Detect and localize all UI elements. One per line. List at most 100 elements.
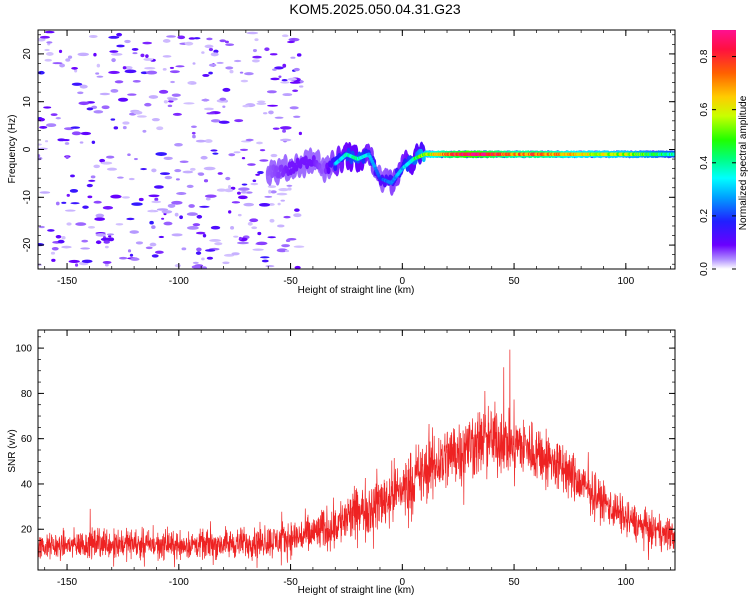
spectrogram-cell bbox=[222, 105, 226, 108]
colorbar-tick-label: 0.6 bbox=[699, 102, 710, 116]
spectrogram-cell bbox=[110, 118, 116, 121]
spectrogram-cell bbox=[127, 93, 137, 96]
spectrogram-cell bbox=[172, 112, 182, 116]
spectrogram-cell bbox=[124, 39, 131, 44]
spectrogram-cell bbox=[186, 212, 198, 216]
spectrogram-cell bbox=[79, 84, 88, 89]
spectrogram-cell bbox=[191, 265, 203, 269]
spectrogram-cell bbox=[259, 159, 269, 162]
spectrogram-cell bbox=[241, 183, 248, 186]
spectrogram-cell bbox=[229, 69, 234, 74]
spectrogram-cell bbox=[196, 247, 202, 252]
spectrogram-cell bbox=[205, 249, 216, 252]
spectrogram-cell bbox=[127, 153, 131, 157]
spectrogram-cell bbox=[201, 98, 210, 102]
spectrogram-cell bbox=[93, 164, 100, 169]
spectrogram-cell bbox=[99, 158, 106, 163]
spectrogram-cell bbox=[58, 49, 63, 54]
spectrogram-cell bbox=[249, 218, 259, 223]
spectrogram-cell bbox=[289, 106, 299, 110]
spectrogram-cell bbox=[46, 41, 53, 44]
spectrogram-cell bbox=[205, 197, 211, 201]
spectrogram-cell bbox=[210, 225, 221, 230]
spectrogram-cell bbox=[88, 34, 98, 39]
spectrogram-cell bbox=[148, 209, 155, 213]
spectrogram-cell bbox=[204, 44, 214, 49]
spectrogram-cell bbox=[267, 104, 279, 107]
spectrogram-cell bbox=[174, 143, 183, 147]
spectrogram-cell bbox=[162, 55, 172, 58]
spectrogram-cell bbox=[168, 100, 174, 103]
spectrogram-cell bbox=[202, 233, 207, 238]
spectrogram-ridge-mid bbox=[326, 167, 331, 175]
spectrogram-cell bbox=[298, 85, 304, 88]
spectrogram-cell bbox=[81, 239, 89, 243]
spectrogram-cell bbox=[233, 151, 241, 154]
spectrogram-cell bbox=[65, 155, 69, 159]
spectrogram-cell bbox=[127, 249, 132, 253]
spectrogram-cell bbox=[93, 110, 104, 114]
spectrogram-x-tick-label: 50 bbox=[509, 276, 521, 287]
spectrogram-cell bbox=[214, 242, 223, 246]
spectrogram-cell bbox=[99, 92, 111, 96]
spectrogram-cell bbox=[110, 89, 119, 93]
spectrogram-cell bbox=[151, 168, 157, 173]
spectrogram-cell bbox=[38, 243, 45, 247]
colorbar: 0.0 0.2 0.4 0.6 0.8 Normalized spectral ampl… bbox=[699, 30, 749, 276]
spectrogram-cell bbox=[132, 52, 138, 55]
spectrogram-cell bbox=[188, 204, 195, 208]
snr-x-tick-label: -150 bbox=[57, 577, 77, 588]
spectrogram-cell bbox=[44, 48, 50, 52]
spectrogram-cell bbox=[70, 202, 80, 205]
spectrogram-cell bbox=[169, 70, 180, 74]
spectrogram-cell bbox=[270, 190, 277, 194]
spectrogram-cell bbox=[219, 39, 226, 43]
spectrogram-cell bbox=[201, 51, 205, 54]
spectrogram-cell bbox=[151, 225, 156, 229]
spectrogram-cell bbox=[280, 81, 290, 84]
spectrogram-cell bbox=[71, 131, 82, 136]
spectrogram-x-tick-label: -150 bbox=[57, 276, 77, 287]
spectrogram-cell bbox=[280, 199, 285, 202]
spectrogram-cell bbox=[183, 102, 195, 105]
spectrogram-cell bbox=[184, 41, 194, 46]
snr-y-axis-label: SNR (v/v) bbox=[7, 429, 18, 472]
spectrogram-cell bbox=[106, 233, 115, 236]
spectrogram-cell bbox=[111, 58, 116, 63]
spectrogram-cell bbox=[170, 80, 175, 84]
spectrogram-cell bbox=[228, 185, 232, 189]
spectrogram-cell bbox=[228, 153, 236, 157]
spectrogram-cell bbox=[197, 172, 205, 176]
spectrogram-cell bbox=[256, 102, 267, 106]
spectrogram-cell bbox=[278, 187, 289, 192]
spectrogram-cell bbox=[175, 178, 180, 181]
colorbar-ticks: 0.0 0.2 0.4 0.6 0.8 bbox=[699, 49, 736, 276]
spectrogram-cell bbox=[238, 187, 250, 191]
spectrogram-cell bbox=[153, 185, 164, 189]
spectrogram-cell bbox=[50, 251, 55, 255]
spectrogram-cell bbox=[294, 208, 300, 212]
spectrogram-cell bbox=[167, 97, 178, 101]
spectrogram-cell bbox=[231, 252, 240, 256]
spectrogram-cell bbox=[242, 104, 250, 108]
spectrogram-cell bbox=[87, 225, 96, 229]
spectrogram-cell bbox=[267, 236, 277, 239]
spectrogram-cell bbox=[276, 192, 288, 196]
spectrogram-cell bbox=[247, 221, 253, 226]
spectrogram-cell bbox=[114, 80, 124, 84]
spectrogram-cell bbox=[93, 52, 97, 57]
spectrogram-cell bbox=[101, 105, 110, 110]
spectrogram-cell bbox=[108, 70, 120, 74]
spectrogram-cell bbox=[238, 236, 243, 241]
spectrogram-cell bbox=[67, 55, 73, 59]
colorbar-tick-label: 0.8 bbox=[699, 49, 710, 63]
spectrogram-cell bbox=[96, 63, 101, 68]
spectrogram-cell bbox=[55, 235, 62, 239]
spectrogram-cell bbox=[237, 241, 249, 245]
spectrogram-cell bbox=[237, 213, 242, 217]
spectrogram-cell bbox=[222, 87, 231, 92]
spectrogram-cell bbox=[109, 50, 119, 53]
spectrogram-ridge-mid bbox=[294, 164, 299, 172]
spectrogram-cell bbox=[158, 89, 169, 94]
spectrogram-ridge-mid bbox=[303, 155, 308, 163]
